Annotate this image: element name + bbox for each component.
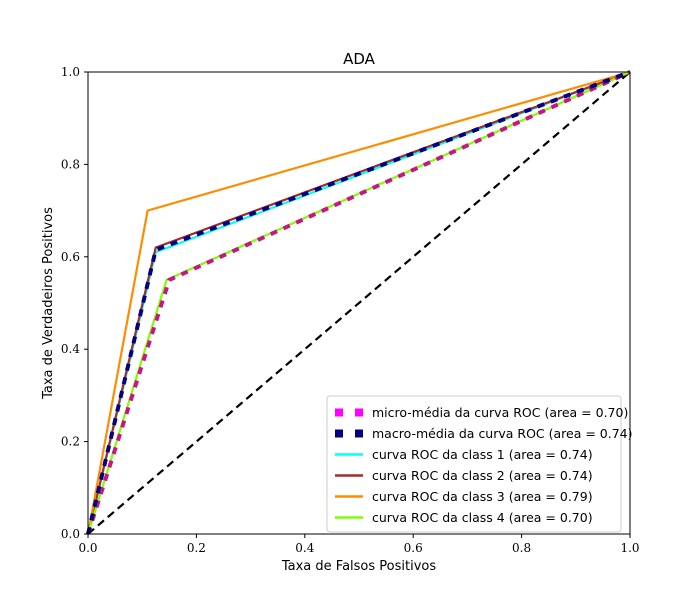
y-tick-label: 0.2 xyxy=(61,435,80,449)
roc-series-line-5 xyxy=(86,70,631,535)
legend-label: curva ROC da class 4 (area = 0.70) xyxy=(372,510,593,525)
x-axis-title: Taxa de Falsos Positivos xyxy=(281,559,436,574)
legend-box xyxy=(326,395,622,533)
y-axis-title: Taxa de Verdadeiros Positivos xyxy=(41,207,56,400)
x-tick-label: 0.4 xyxy=(295,541,314,555)
y-tick-label: 0.4 xyxy=(61,342,80,356)
chart-title: ADA xyxy=(343,50,376,68)
legend-label: curva ROC da class 3 (area = 0.79) xyxy=(372,489,593,504)
legend: micro-média da curva ROC (area = 0.70) ma… xyxy=(326,395,633,533)
x-tick-label: 0.8 xyxy=(512,541,531,555)
y-tick-label: 0.0 xyxy=(61,527,80,541)
plot-frame xyxy=(87,71,631,535)
x-tick-label: 0.2 xyxy=(187,541,206,555)
y-tick-label: 0.8 xyxy=(61,157,80,171)
x-tick-label: 1.0 xyxy=(620,541,639,555)
legend-label: macro-média da curva ROC (area = 0.74) xyxy=(372,426,633,441)
axes-layer: 0.0 0.2 0.4 0.6 0.8 1.0 0.0 0.2 0.4 0.6 0.8 1.0 xyxy=(61,65,640,555)
x-tick-label: 0.6 xyxy=(404,541,423,555)
x-tick-label: 0.0 xyxy=(78,541,97,555)
y-tick-label: 0.6 xyxy=(61,250,80,264)
series-layer xyxy=(86,70,631,535)
legend-label: curva ROC da class 1 (area = 0.74) xyxy=(372,447,593,462)
reference-diagonal-line xyxy=(87,71,631,535)
legend-label: curva ROC da class 2 (area = 0.74) xyxy=(372,468,593,483)
legend-label: micro-média da curva ROC (area = 0.70) xyxy=(372,405,628,420)
roc-series-line-1 xyxy=(86,70,631,535)
y-tick-label: 1.0 xyxy=(61,65,80,79)
